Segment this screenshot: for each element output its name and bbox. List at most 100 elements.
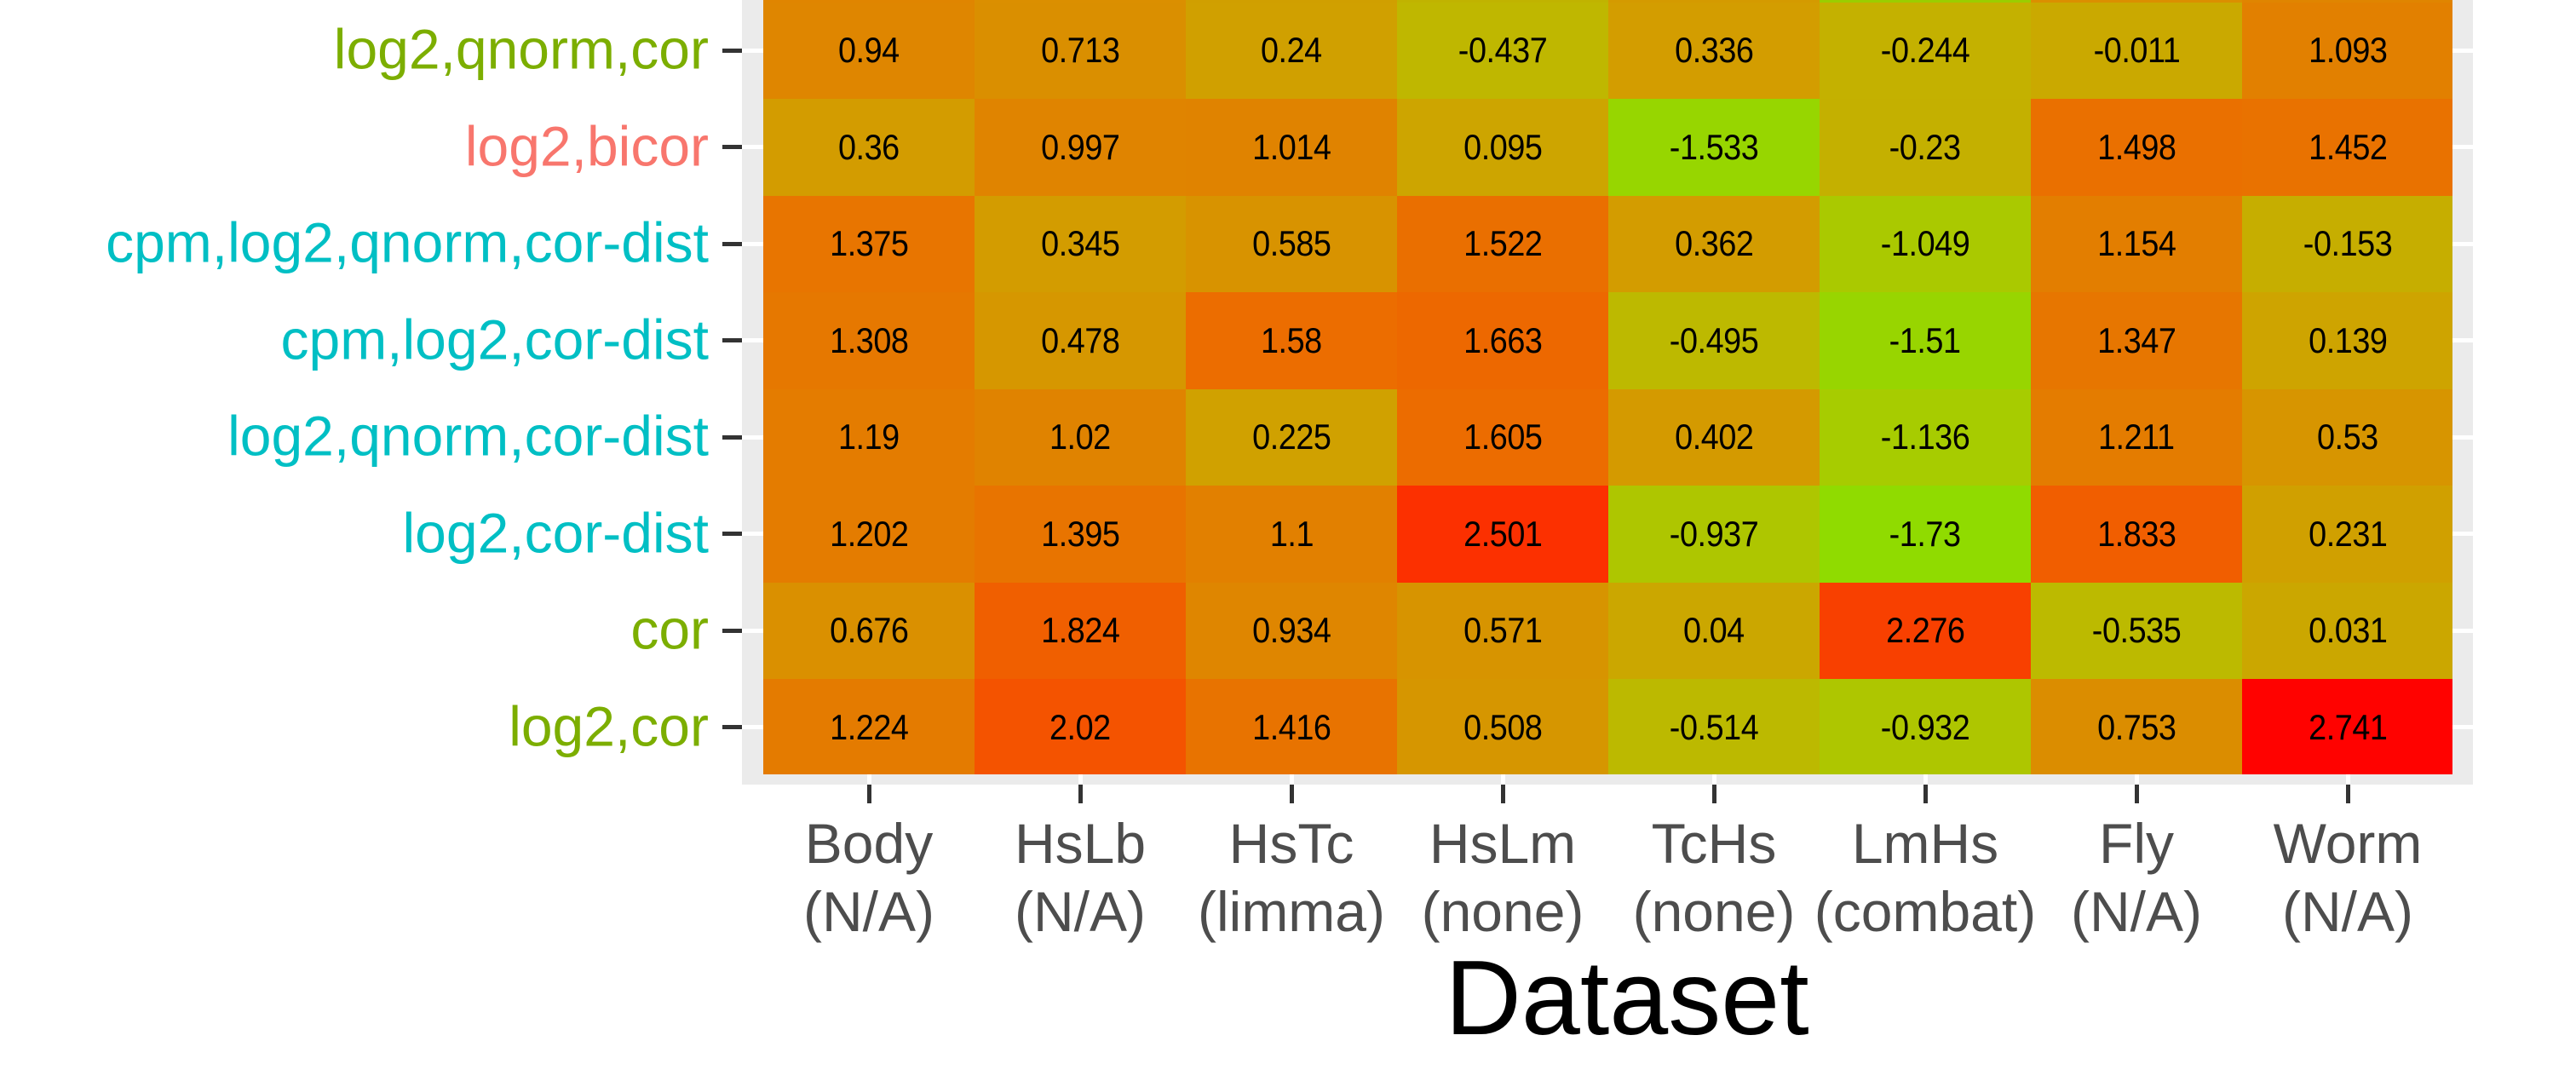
y-axis-tick: [722, 338, 742, 343]
heatmap-tile: -1.73: [1820, 486, 2031, 583]
tile-value-label: 0.508: [1463, 706, 1543, 747]
heatmap-tile: -0.514: [1608, 679, 1820, 774]
tile-value-label: 0.231: [2308, 513, 2388, 554]
heatmap-tile: -1.533: [1608, 99, 1820, 196]
y-axis-tick: [722, 628, 742, 633]
x-axis-tick: [2134, 785, 2139, 803]
y-axis-label: log2,cor: [509, 694, 709, 758]
gridline-vertical: [2134, 774, 2139, 785]
gridline-vertical: [1711, 774, 1716, 785]
tile-value-label: 1.19: [838, 417, 900, 457]
heatmap-tile-partial: [2242, 0, 2452, 3]
heatmap-tile: 0.36: [763, 99, 975, 196]
x-axis-tick: [866, 785, 871, 803]
tile-value-label: -0.011: [2093, 30, 2180, 71]
x-axis-label: TcHs (none): [1578, 809, 1850, 946]
tile-value-label: 0.362: [1674, 223, 1754, 264]
heatmap-tile: 1.19: [763, 388, 975, 486]
y-axis-label: cpm,log2,qnorm,cor-dist: [106, 210, 709, 274]
tile-value-label: 1.154: [2096, 223, 2176, 264]
tile-value-label: 1.522: [1463, 223, 1543, 264]
x-axis-label-method: (combat): [1814, 880, 2037, 943]
y-axis-label: cor: [630, 597, 709, 661]
heatmap-tile: 1.605: [1397, 388, 1608, 486]
x-axis-label: HsTc (limma): [1155, 809, 1428, 946]
x-axis-label-dataset: HsLb: [1014, 812, 1147, 875]
tile-value-label: 0.585: [1251, 223, 1331, 264]
tile-value-label: 1.416: [1251, 706, 1331, 747]
tile-value-label: 1.224: [829, 706, 909, 747]
x-axis-label-dataset: Body: [804, 812, 934, 875]
y-axis-label: cpm,log2,cor-dist: [280, 308, 709, 371]
heatmap-tile: 0.934: [1186, 582, 1397, 679]
heatmap-tile-partial: [975, 0, 1186, 3]
y-axis-label: log2,qnorm,cor: [333, 17, 709, 81]
heatmap-tile-partial: [1186, 0, 1397, 3]
heatmap-tile: 0.713: [975, 2, 1186, 99]
tile-value-label: 0.997: [1040, 126, 1120, 167]
heatmap-tile-partial: [1820, 0, 2031, 3]
heatmap-tile: -0.937: [1608, 486, 1820, 583]
heatmap-tile: 1.1: [1186, 486, 1397, 583]
tile-value-label: 1.014: [1251, 126, 1331, 167]
x-axis-label-dataset: TcHs: [1651, 812, 1777, 875]
gridline-vertical: [1078, 774, 1083, 785]
tile-value-label: 1.02: [1049, 417, 1111, 457]
tile-value-label: -0.937: [1669, 513, 1759, 554]
tile-value-label: 0.402: [1674, 417, 1754, 457]
tile-value-label: -0.437: [1458, 30, 1548, 71]
y-axis-tick: [722, 145, 742, 150]
x-axis-label-dataset: LmHs: [1851, 812, 1999, 875]
tile-value-label: 1.211: [2098, 417, 2175, 457]
tile-value-label: 0.478: [1040, 319, 1120, 360]
heatmap-tile: 0.225: [1186, 388, 1397, 486]
heatmap-tile: 2.276: [1820, 582, 2031, 679]
x-axis-label-method: (N/A): [2282, 880, 2413, 943]
heatmap-tile: 0.095: [1397, 99, 1608, 196]
heatmap-tile: 1.202: [763, 486, 975, 583]
heatmap-tile: 1.824: [975, 582, 1186, 679]
x-axis-tick: [1289, 785, 1294, 803]
heatmap-tile: 0.362: [1608, 195, 1820, 292]
x-axis-label: LmHs (combat): [1789, 809, 2061, 946]
y-axis-tick: [722, 532, 742, 537]
tile-value-label: 1.833: [2096, 513, 2176, 554]
tile-value-label: 0.94: [838, 30, 900, 71]
x-axis-label-method: (none): [1421, 880, 1584, 943]
tile-value-label: 0.36: [838, 126, 900, 167]
heatmap-tile: 1.308: [763, 292, 975, 389]
heatmap-tile: 1.154: [2031, 195, 2242, 292]
gridline-vertical: [2345, 774, 2350, 785]
x-axis-label-method: (limma): [1198, 880, 1385, 943]
heatmap-tile: 0.753: [2031, 679, 2242, 774]
heatmap-tile: -0.932: [1820, 679, 2031, 774]
tile-value-label: -1.51: [1889, 319, 1961, 360]
heatmap-tile: 0.04: [1608, 582, 1820, 679]
x-axis-label: Fly (N/A): [2000, 809, 2273, 946]
heatmap-tile: 1.347: [2031, 292, 2242, 389]
tile-value-label: 0.676: [829, 610, 909, 651]
tile-value-label: 0.04: [1683, 610, 1745, 651]
tile-value-label: 0.571: [1463, 610, 1543, 651]
tile-value-label: 0.53: [2317, 417, 2378, 457]
y-axis-tick: [722, 725, 742, 730]
heatmap-tile: 1.375: [763, 195, 975, 292]
tile-value-label: 0.095: [1463, 126, 1543, 167]
gridline-vertical: [1289, 774, 1294, 785]
y-axis-tick: [722, 48, 742, 53]
tile-value-label: 0.753: [2096, 706, 2176, 747]
tile-value-label: -1.049: [1880, 223, 1970, 264]
heatmap-tile: 1.498: [2031, 99, 2242, 196]
x-axis-tick: [1711, 785, 1716, 803]
heatmap-tile: -0.23: [1820, 99, 2031, 196]
heatmap-tile: 1.224: [763, 679, 975, 774]
heatmap-tile: 0.94: [763, 2, 975, 99]
x-axis-label-method: (none): [1632, 880, 1796, 943]
heatmap-tile: 0.508: [1397, 679, 1608, 774]
tile-value-label: -0.932: [1880, 706, 1970, 747]
tile-value-label: 0.345: [1040, 223, 1120, 264]
tile-value-label: 1.452: [2308, 126, 2388, 167]
x-axis-label: HsLm (none): [1366, 809, 1639, 946]
heatmap-tile: 1.416: [1186, 679, 1397, 774]
x-axis-label: HsLb (N/A): [944, 809, 1216, 946]
